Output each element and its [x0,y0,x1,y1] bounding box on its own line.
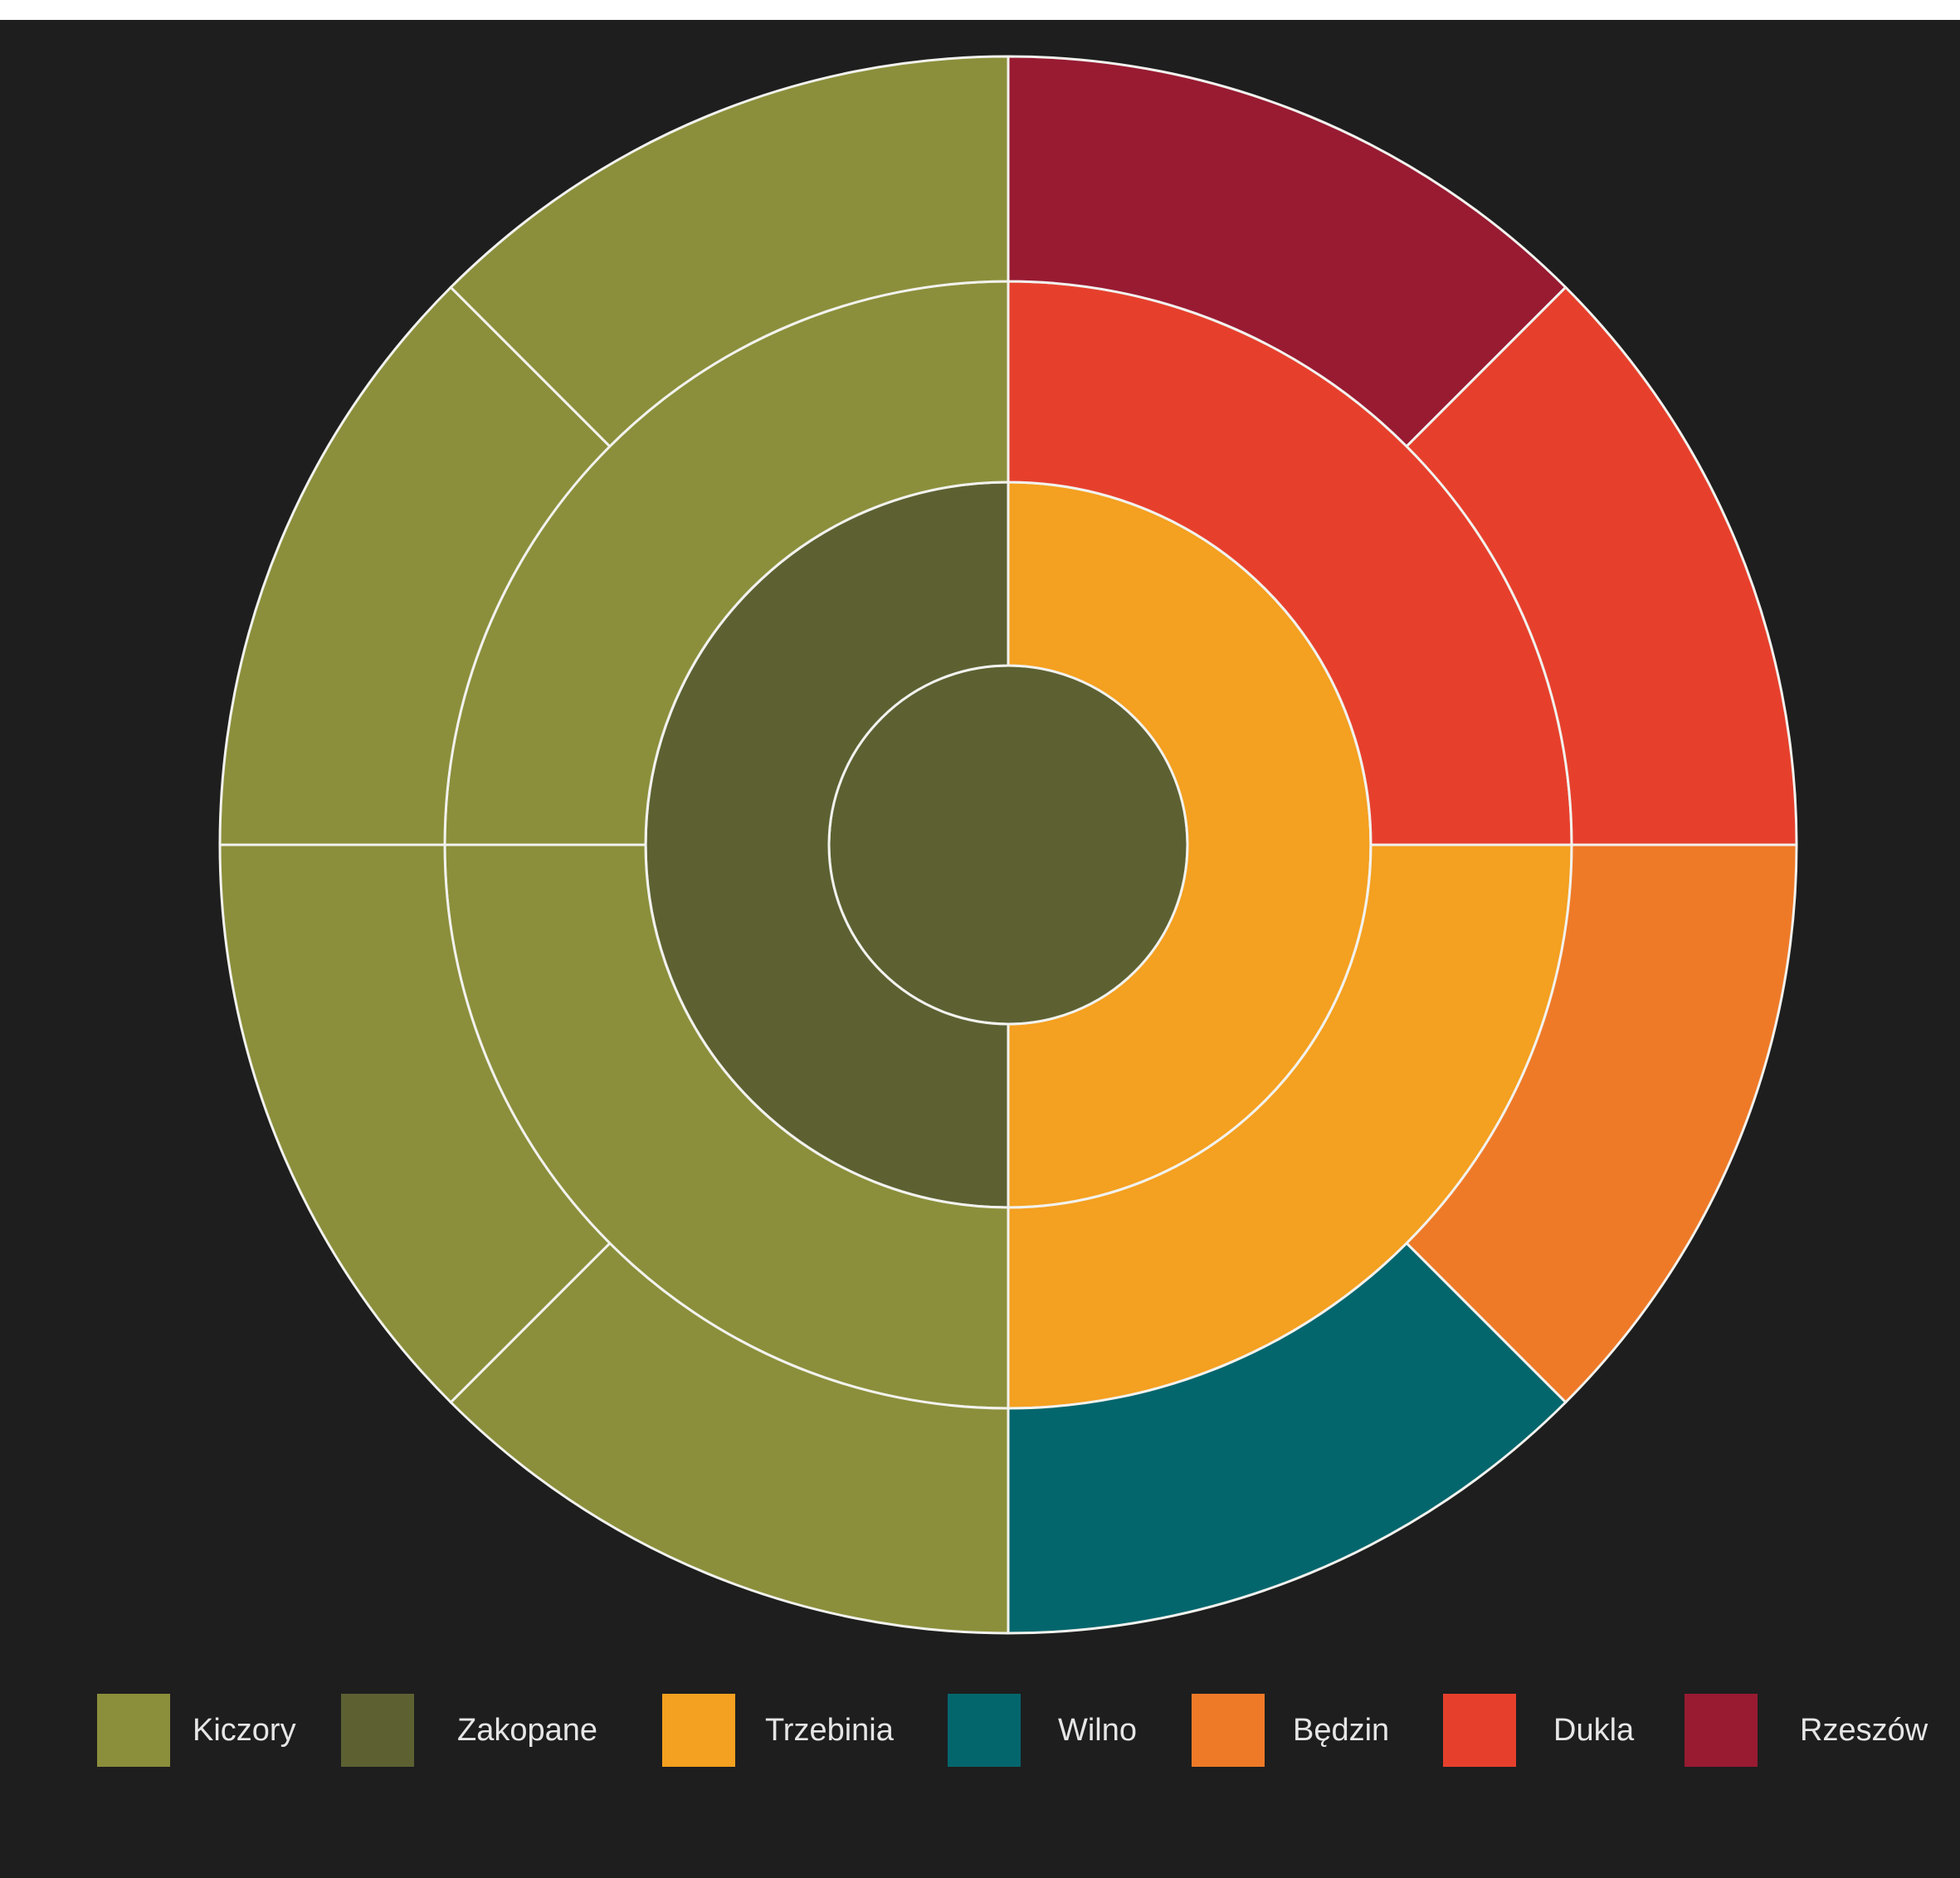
legend-swatch [948,1694,1021,1767]
legend-swatch [97,1694,170,1767]
legend-swatch [341,1694,414,1767]
ring-4-segment-6 [218,285,612,846]
legend-label: Dukla [1553,1713,1635,1748]
ring-4-segment-2 [1405,843,1798,1404]
sunburst-rings [218,55,1798,1635]
ring-1-segment-0 [827,664,1189,1026]
ring-4-segment-7 [449,55,1010,448]
ring-4-segment-5 [218,843,612,1404]
legend-label: Zakopane [457,1713,598,1748]
ring-4-segment-3 [1007,1241,1568,1635]
legend-swatch [1192,1694,1265,1767]
legend-label: Rzeszów [1800,1713,1928,1748]
legend-swatch [1443,1694,1516,1767]
legend-label: Wilno [1058,1713,1138,1748]
legend-swatch [662,1694,735,1767]
ring-4-segment-0 [1007,55,1568,448]
legend-label: Będzin [1293,1713,1390,1748]
ring-4-segment-1 [1405,285,1798,846]
legend-label: Kiczory [193,1713,296,1748]
legend-label: Trzebinia [765,1713,894,1748]
legend-swatch [1685,1694,1758,1767]
ring-4-segment-4 [449,1241,1010,1635]
legend: Kiczory Zakopane Trzebinia Wilno Będzin … [97,1694,1960,1768]
